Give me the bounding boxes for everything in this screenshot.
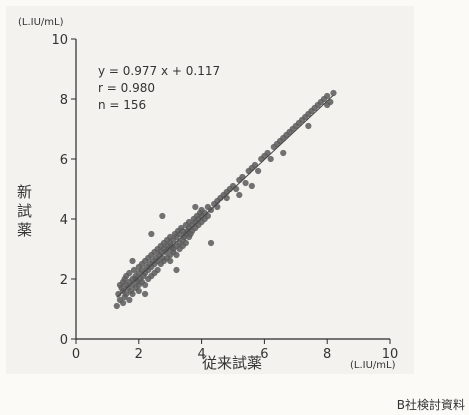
data-point: [129, 290, 136, 298]
data-point: [182, 239, 189, 247]
data-point: [236, 191, 243, 199]
data-point: [115, 290, 122, 298]
sample-count: n = 156: [98, 98, 146, 112]
x-tick-label: 10: [382, 347, 399, 362]
data-point: [113, 302, 120, 310]
data-point: [305, 122, 312, 130]
data-point: [192, 203, 199, 211]
data-point: [330, 89, 337, 97]
data-point: [148, 230, 155, 238]
data-point: [251, 161, 259, 169]
data-point: [141, 281, 149, 289]
data-point: [126, 269, 133, 277]
x-tick-label: 2: [135, 347, 143, 362]
data-point: [173, 266, 180, 274]
data-point: [167, 257, 174, 265]
chart-panel: 0 2 4 6 8 10 0 2 4 6 8 10 (L.IU/mL) (L.IU/mL) y = …: [6, 6, 414, 374]
data-point: [324, 92, 331, 100]
data-point: [248, 182, 255, 190]
y-tick-label: 6: [60, 153, 68, 168]
source-caption: B社検討資料: [396, 398, 465, 412]
data-point: [173, 251, 180, 259]
y-tick-label: 8: [60, 93, 68, 108]
regression-line: [116, 94, 334, 298]
data-point: [129, 257, 136, 265]
data-point: [267, 155, 274, 163]
data-point: [255, 167, 262, 175]
x-unit-label: (L.IU/mL): [350, 360, 396, 371]
correlation-coefficient: r = 0.980: [98, 81, 155, 95]
data-point: [233, 185, 240, 193]
data-point: [223, 194, 230, 202]
y-axis-ticks: 0 2 4 6 8 10: [51, 33, 76, 348]
y-axis-title-text: 新試薬: [15, 184, 33, 241]
data-point: [239, 173, 246, 181]
data-point: [135, 287, 142, 295]
y-tick-label: 2: [60, 273, 68, 288]
x-axis-ticks: 0 2 4 6 8 10: [72, 339, 398, 362]
x-tick-label: 6: [260, 347, 268, 362]
data-point: [159, 212, 166, 220]
x-tick-label: 4: [197, 347, 205, 362]
data-point: [214, 203, 221, 211]
data-point: [141, 290, 149, 298]
y-axis-title: 新試薬: [15, 184, 33, 241]
data-point: [154, 266, 161, 274]
x-axis-title: 従来試薬: [202, 354, 262, 372]
x-tick-label: 0: [72, 347, 80, 362]
data-point: [280, 149, 287, 157]
data-point: [123, 290, 130, 298]
scatter-chart: 0 2 4 6 8 10 0 2 4 6 8 10 (L.IU/mL) (L.IU/mL) y = …: [15, 17, 398, 372]
data-point: [264, 149, 271, 157]
y-tick-label: 10: [51, 33, 68, 48]
x-tick-label: 8: [323, 347, 331, 362]
data-point: [120, 299, 127, 307]
regression-equation: y = 0.977 x + 0.117: [98, 64, 220, 78]
y-unit-label: (L.IU/mL): [18, 17, 64, 28]
data-point: [324, 101, 331, 109]
data-point: [126, 296, 133, 304]
data-point: [207, 239, 215, 247]
y-tick-label: 4: [60, 213, 68, 228]
data-point: [242, 179, 249, 187]
y-tick-label: 0: [60, 333, 68, 348]
data-point: [130, 266, 138, 274]
